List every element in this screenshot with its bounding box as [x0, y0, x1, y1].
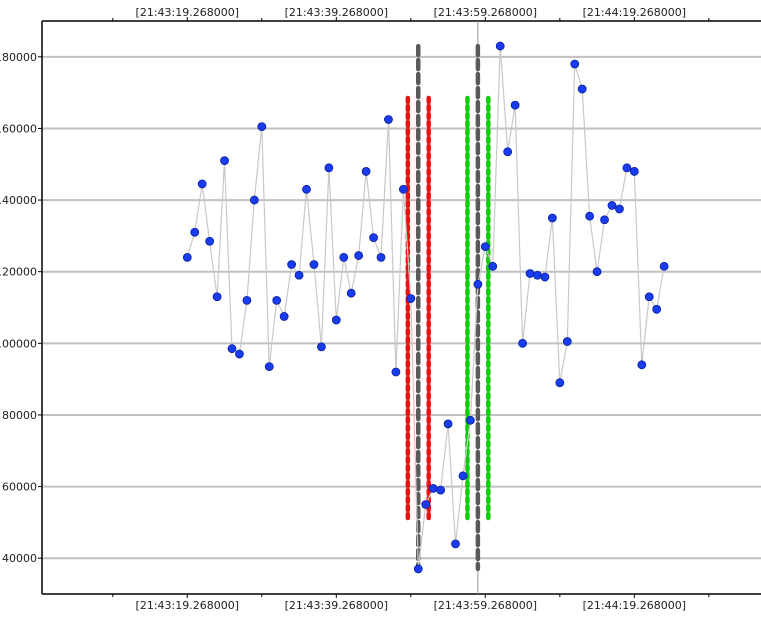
data-point[interactable] [652, 304, 662, 314]
data-point[interactable] [436, 485, 446, 495]
data-point[interactable] [339, 252, 349, 262]
data-point[interactable] [510, 100, 520, 110]
x-tick-label-bottom: [21:43:59.268000] [434, 599, 537, 612]
data-point[interactable] [637, 360, 647, 370]
x-tick-label-top: [21:44:19.268000] [583, 6, 686, 19]
data-point[interactable] [369, 233, 378, 243]
y-tick-label: 140000 [0, 194, 37, 207]
data-point[interactable] [480, 242, 490, 252]
data-point[interactable] [227, 344, 237, 354]
data-point[interactable] [197, 179, 207, 189]
data-point[interactable] [525, 269, 535, 278]
data-point[interactable] [540, 272, 550, 282]
grid-lines [42, 55, 761, 560]
data-point[interactable] [264, 362, 274, 371]
data-point[interactable] [249, 195, 259, 205]
tick-labels: 40000 60000 80000 100000 120000 140000 160000 1… [0, 6, 686, 612]
data-point[interactable] [533, 270, 542, 280]
data-point[interactable] [428, 483, 438, 493]
data-point[interactable] [317, 342, 326, 352]
data-point[interactable] [309, 260, 319, 269]
y-tick-label: 180000 [0, 51, 37, 64]
data-point[interactable] [406, 294, 416, 303]
data-point[interactable] [182, 252, 192, 262]
data-point[interactable] [615, 204, 624, 214]
data-point[interactable] [555, 378, 565, 388]
data-point[interactable] [503, 147, 513, 157]
data-point[interactable] [570, 59, 580, 69]
data-point[interactable] [242, 295, 252, 305]
data-point[interactable] [376, 252, 386, 262]
data-point[interactable] [220, 156, 229, 166]
y-tick-label: 80000 [2, 409, 37, 422]
data-point[interactable] [585, 211, 595, 221]
x-tick-label-top: [21:43:39.268000] [285, 6, 388, 19]
data-point[interactable] [488, 261, 498, 271]
data-point[interactable] [644, 292, 654, 302]
x-tick-label-bottom: [21:44:19.268000] [583, 599, 686, 612]
data-point[interactable] [205, 236, 215, 246]
data-point[interactable] [562, 337, 572, 346]
data-point[interactable] [592, 267, 602, 277]
data-point[interactable] [391, 367, 401, 377]
data-point[interactable] [324, 163, 334, 173]
y-tick-label: 60000 [2, 481, 37, 494]
x-tick-label-bottom: [21:43:19.268000] [136, 599, 239, 612]
data-point[interactable] [235, 349, 244, 359]
y-tick-label: 40000 [2, 552, 37, 565]
data-point[interactable] [451, 539, 460, 549]
data-point[interactable] [547, 213, 557, 223]
data-point[interactable] [443, 419, 453, 429]
data-point[interactable] [212, 292, 222, 302]
data-point[interactable] [272, 295, 282, 305]
data-point[interactable] [458, 471, 468, 481]
data-point[interactable] [466, 415, 475, 425]
data-point[interactable] [287, 260, 297, 269]
data-point[interactable] [361, 167, 371, 176]
data-point[interactable] [384, 115, 393, 124]
data-point[interactable] [518, 338, 527, 348]
data-point[interactable] [294, 270, 304, 280]
data-point[interactable] [302, 184, 311, 194]
data-point[interactable] [659, 261, 669, 271]
x-tick-label-bottom: [21:43:39.268000] [285, 599, 388, 612]
y-tick-label: 120000 [0, 266, 37, 279]
data-point[interactable] [257, 122, 267, 132]
marker-lines [405, 43, 491, 572]
data-point[interactable] [346, 288, 356, 298]
y-tick-label: 100000 [0, 337, 37, 350]
data-point[interactable] [354, 251, 364, 260]
data-point[interactable] [622, 163, 632, 173]
data-point[interactable] [421, 500, 431, 509]
series [182, 41, 669, 574]
data-point[interactable] [413, 564, 423, 574]
data-point[interactable] [600, 215, 609, 225]
data-point[interactable] [473, 279, 483, 289]
data-point[interactable] [279, 312, 289, 321]
x-tick-label-top: [21:43:19.268000] [136, 6, 239, 19]
data-point[interactable] [190, 227, 200, 237]
data-point[interactable] [607, 201, 617, 210]
axes [38, 17, 761, 598]
data-point[interactable] [577, 84, 587, 94]
y-tick-label: 160000 [0, 122, 37, 135]
data-point[interactable] [331, 315, 341, 325]
x-tick-label-top: [21:43:59.268000] [434, 6, 537, 19]
data-point[interactable] [629, 167, 639, 176]
data-point[interactable] [495, 41, 505, 51]
data-point[interactable] [398, 184, 408, 194]
